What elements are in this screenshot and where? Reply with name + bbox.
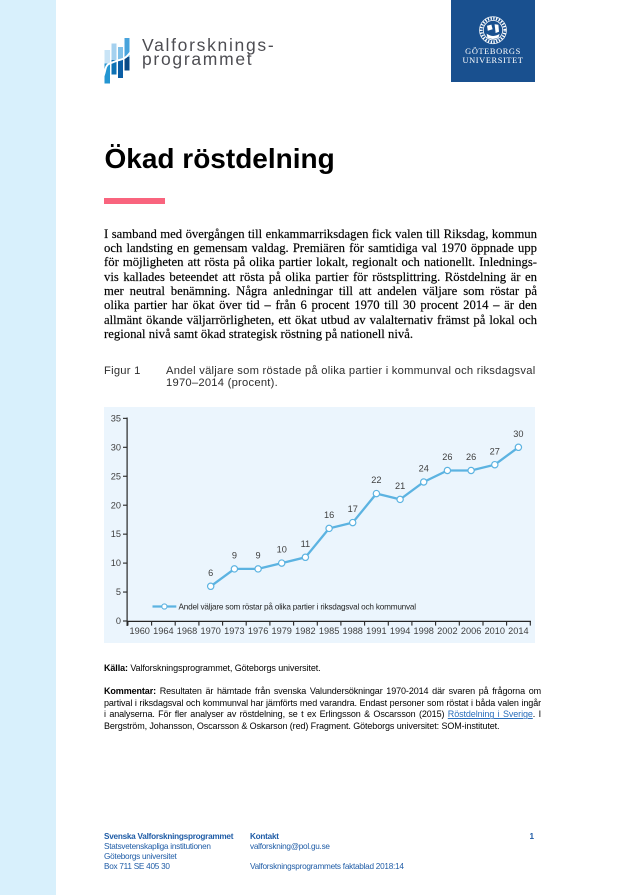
svg-text:1982: 1982 — [295, 626, 315, 636]
svg-text:1970: 1970 — [200, 626, 220, 636]
svg-text:1968: 1968 — [177, 626, 197, 636]
svg-text:26: 26 — [442, 452, 452, 462]
svg-text:0: 0 — [116, 616, 121, 626]
svg-text:2014: 2014 — [508, 626, 528, 636]
svg-text:26: 26 — [466, 452, 476, 462]
svg-text:11: 11 — [301, 539, 311, 549]
svg-text:1988: 1988 — [342, 626, 362, 636]
svg-text:1994: 1994 — [390, 626, 410, 636]
svg-text:24: 24 — [419, 464, 429, 474]
svg-text:1976: 1976 — [248, 626, 268, 636]
svg-text:2006: 2006 — [461, 626, 481, 636]
svg-text:1960: 1960 — [129, 626, 149, 636]
svg-text:15: 15 — [111, 529, 121, 539]
svg-text:25: 25 — [111, 471, 121, 481]
svg-text:9: 9 — [256, 551, 261, 561]
svg-text:17: 17 — [348, 504, 358, 514]
svg-text:20: 20 — [111, 500, 121, 510]
svg-text:30: 30 — [111, 442, 121, 452]
svg-text:35: 35 — [111, 413, 121, 423]
svg-text:30: 30 — [513, 429, 523, 439]
svg-text:21: 21 — [395, 481, 405, 491]
svg-text:6: 6 — [208, 568, 213, 578]
svg-text:5: 5 — [116, 587, 121, 597]
svg-text:16: 16 — [324, 510, 334, 520]
svg-text:1985: 1985 — [319, 626, 339, 636]
svg-text:1979: 1979 — [271, 626, 291, 636]
svg-text:10: 10 — [111, 558, 121, 568]
svg-text:10: 10 — [277, 545, 287, 555]
svg-text:1973: 1973 — [224, 626, 244, 636]
svg-text:9: 9 — [232, 551, 237, 561]
svg-text:Andel väljare som röstar på ol: Andel väljare som röstar på olika partie… — [179, 602, 417, 612]
svg-text:1991: 1991 — [366, 626, 386, 636]
svg-text:2002: 2002 — [437, 626, 457, 636]
svg-text:2010: 2010 — [485, 626, 505, 636]
svg-text:1998: 1998 — [413, 626, 433, 636]
svg-text:22: 22 — [371, 475, 381, 485]
svg-text:27: 27 — [490, 446, 500, 456]
svg-text:1964: 1964 — [153, 626, 173, 636]
